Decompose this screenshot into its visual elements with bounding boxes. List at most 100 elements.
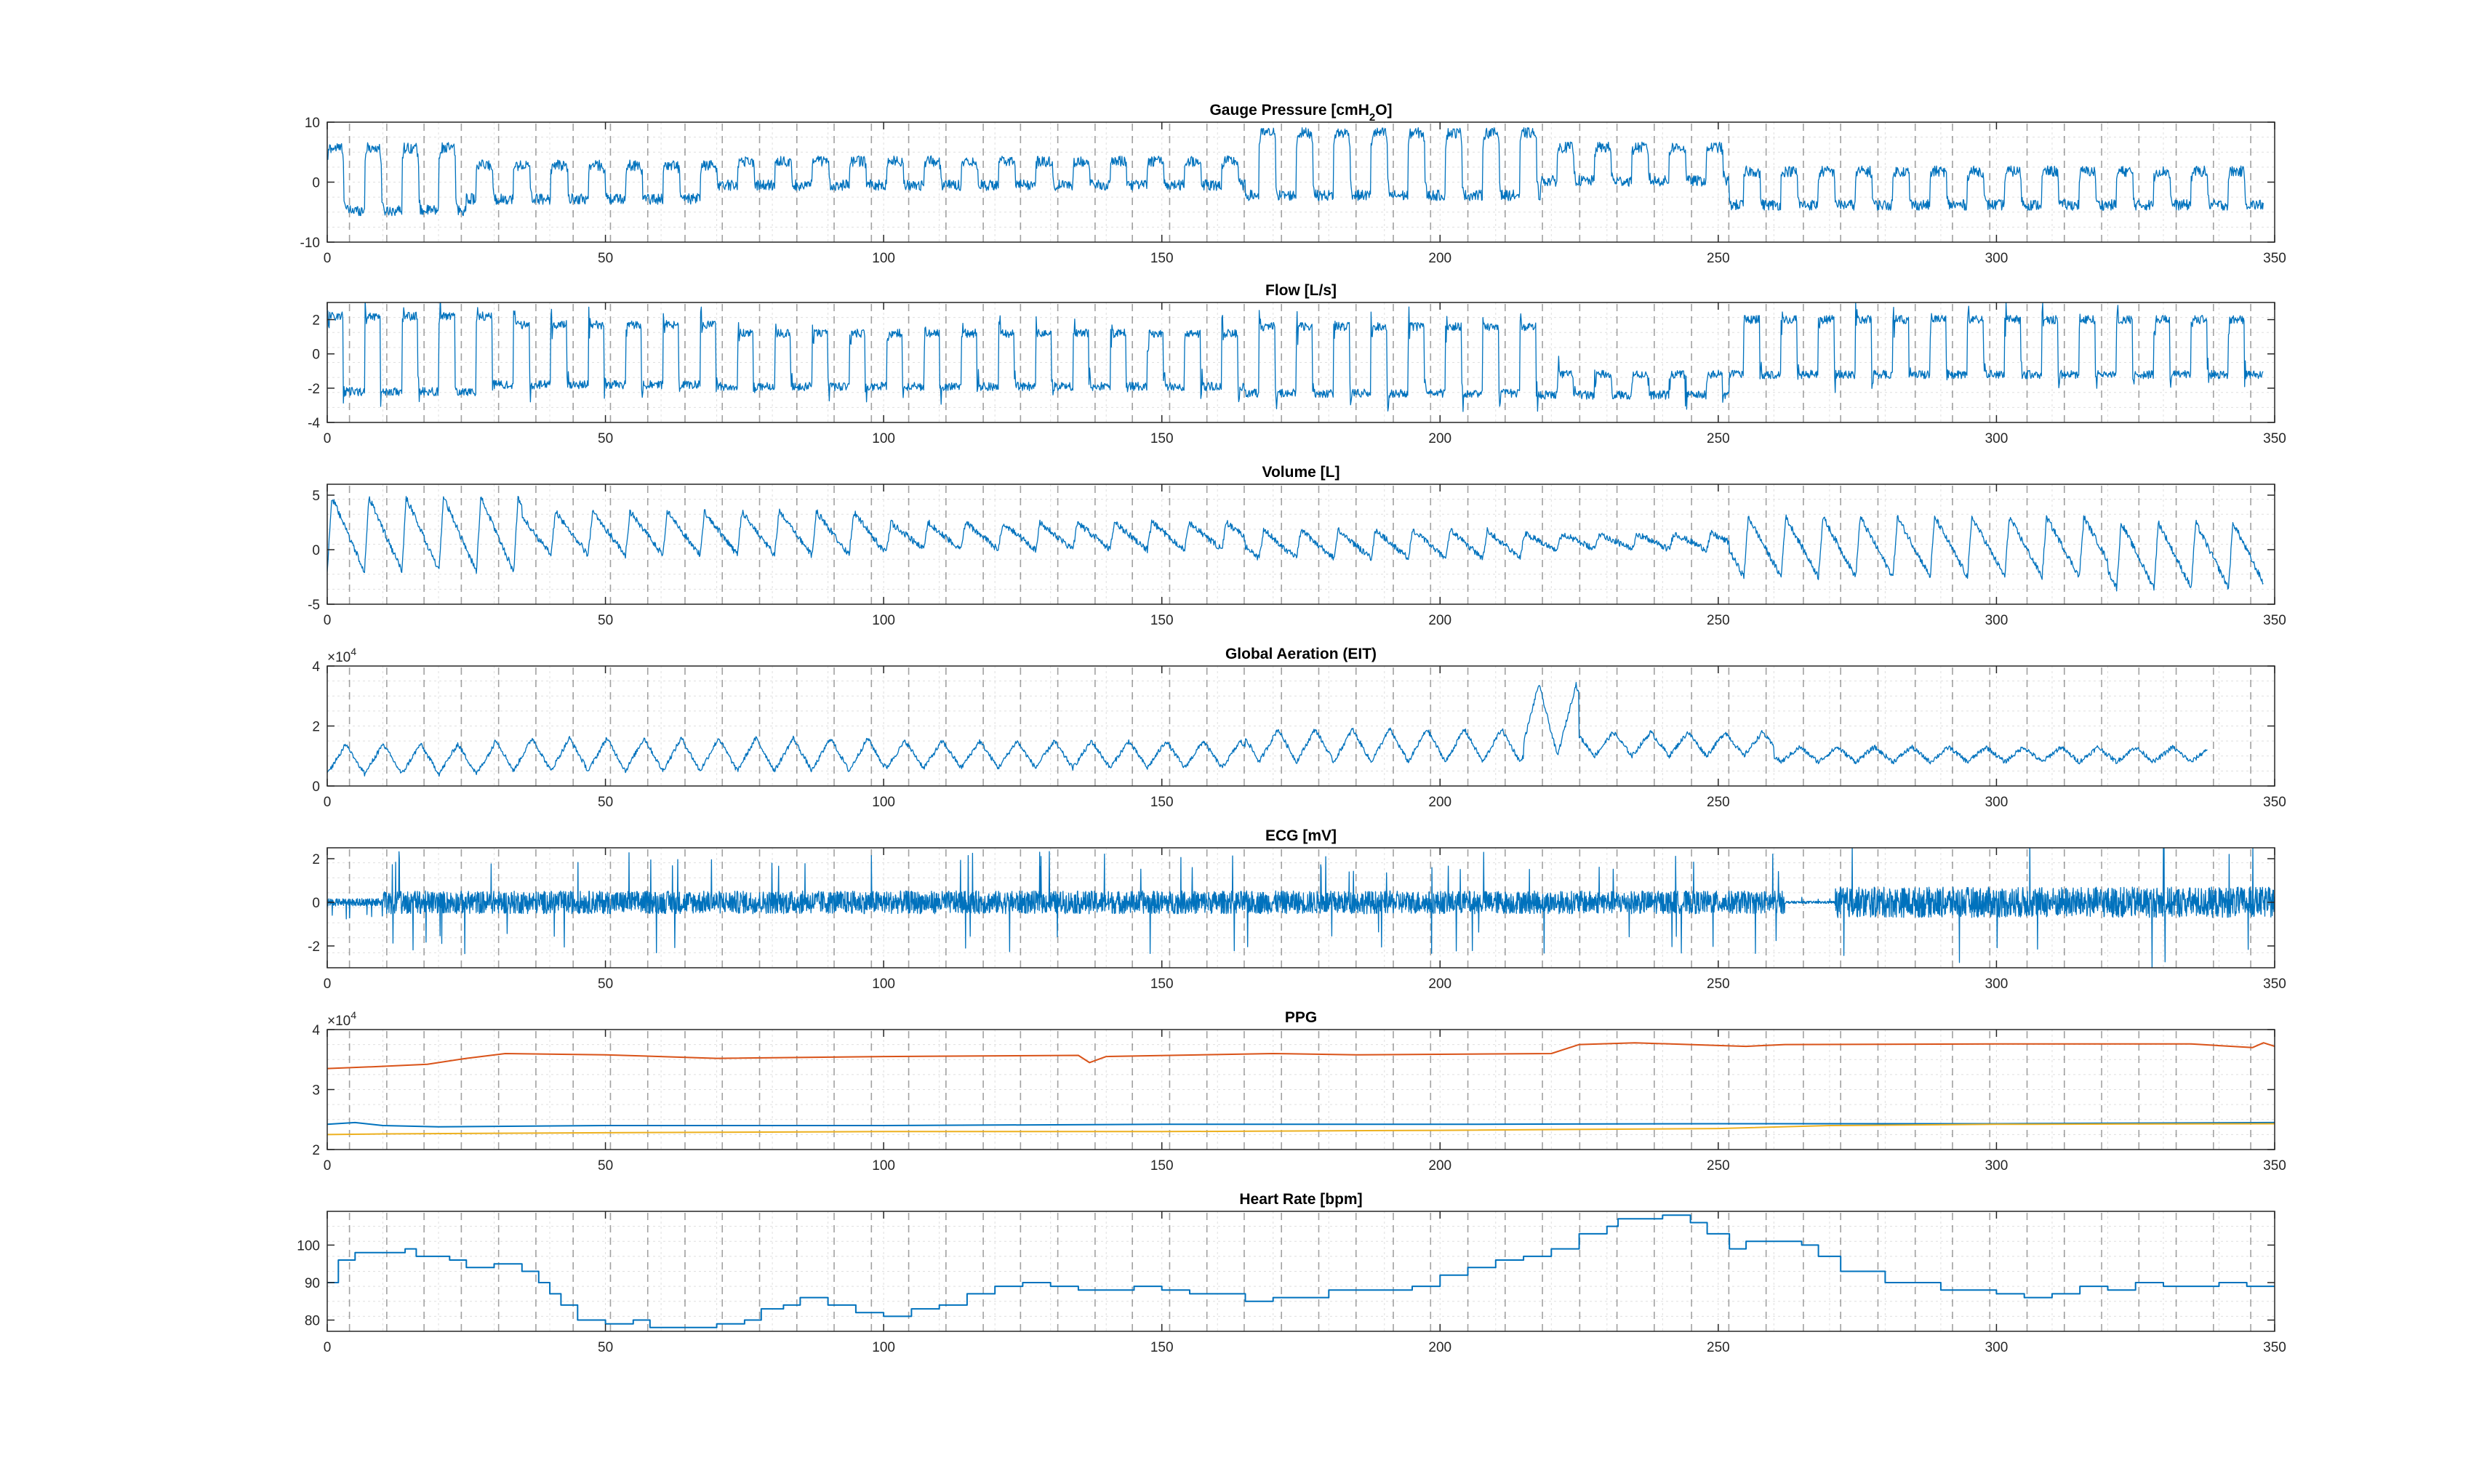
x-tick-label: 0 xyxy=(324,795,332,810)
grid xyxy=(327,484,2275,604)
x-tick-label: 250 xyxy=(1707,251,1730,266)
series-line-1 xyxy=(327,127,2264,217)
x-tick-label: 250 xyxy=(1707,613,1730,628)
x-tick-label: 50 xyxy=(598,613,613,628)
x-tick-label: 0 xyxy=(324,613,332,628)
axis-exponent: ×104 xyxy=(327,1010,356,1029)
axes-box xyxy=(327,1211,2275,1332)
plot-area xyxy=(327,127,2264,217)
y-tick-label: -4 xyxy=(308,416,320,431)
axes-box xyxy=(327,847,2275,968)
subplot-title: Volume [L] xyxy=(1262,464,1340,481)
x-tick-label: 350 xyxy=(2263,795,2286,810)
x-tick-label: 150 xyxy=(1150,1158,1174,1174)
x-tick-label: 150 xyxy=(1150,613,1174,628)
x-tick-label: 100 xyxy=(872,795,895,810)
grid xyxy=(327,848,2275,968)
x-tick-label: 300 xyxy=(1985,795,2009,810)
plot-area xyxy=(327,681,2208,777)
grid xyxy=(327,122,2275,242)
y-tick-label: 3 xyxy=(312,1083,320,1099)
x-tick-label: 100 xyxy=(872,1340,895,1355)
x-tick-label: 50 xyxy=(598,251,613,266)
x-tick-label: 300 xyxy=(1985,613,2009,628)
subplot-1: 0 50 100 150 200 250 300 350 -10 0 10 Gauge Pressur… xyxy=(300,102,2286,266)
y-tick-label: 0 xyxy=(312,896,320,911)
x-tick-label: 250 xyxy=(1707,976,1730,992)
x-tick-label: 100 xyxy=(872,976,895,992)
subplot-4: 0 50 100 150 200 250 300 350 0 2 4 ×104 Global Aerat… xyxy=(312,646,2286,810)
grid xyxy=(327,666,2275,786)
y-tick-label: 80 xyxy=(305,1314,320,1329)
x-tick-label: 150 xyxy=(1150,431,1174,446)
x-tick-label: 350 xyxy=(2263,613,2286,628)
y-tick-label: 0 xyxy=(312,348,320,363)
subplot-title: Heart Rate [bpm] xyxy=(1239,1191,1362,1208)
x-tick-label: 200 xyxy=(1428,1158,1451,1174)
subplot-title: Flow [L/s] xyxy=(1265,282,1337,299)
x-tick-label: 0 xyxy=(324,1340,332,1355)
x-tick-label: 150 xyxy=(1150,1340,1174,1355)
y-tick-label: 4 xyxy=(312,1023,320,1038)
series-line-1 xyxy=(327,848,2275,968)
x-tick-label: 300 xyxy=(1985,1340,2009,1355)
x-tick-label: 200 xyxy=(1428,613,1451,628)
plot-area xyxy=(327,495,2264,592)
y-tick-label: 2 xyxy=(312,852,320,867)
x-tick-label: 300 xyxy=(1985,976,2009,992)
x-tick-label: 100 xyxy=(872,1158,895,1174)
y-tick-label: 2 xyxy=(312,313,320,329)
x-tick-label: 350 xyxy=(2263,976,2286,992)
subplot-title: ECG [mV] xyxy=(1265,827,1337,844)
x-tick-label: 100 xyxy=(872,431,895,446)
x-tick-label: 50 xyxy=(598,1340,613,1355)
axes-box xyxy=(327,484,2275,605)
x-tick-label: 0 xyxy=(324,976,332,992)
x-tick-label: 50 xyxy=(598,976,613,992)
subplot-title: Global Aeration (EIT) xyxy=(1225,646,1377,662)
x-tick-label: 300 xyxy=(1985,431,2009,446)
y-tick-label: -2 xyxy=(308,939,320,955)
grid xyxy=(327,302,2275,422)
x-tick-label: 100 xyxy=(872,251,895,266)
x-tick-label: 350 xyxy=(2263,1158,2286,1174)
plot-area xyxy=(327,302,2264,412)
x-tick-label: 150 xyxy=(1150,251,1174,266)
subplot-7: 0 50 100 150 200 250 300 350 80 90 100 Heart Rate [… xyxy=(297,1191,2286,1355)
x-tick-label: 150 xyxy=(1150,795,1174,810)
x-tick-label: 150 xyxy=(1150,976,1174,992)
subplot-3: 0 50 100 150 200 250 300 350 -5 0 5 Volume [L] xyxy=(308,464,2286,628)
y-tick-label: 10 xyxy=(305,116,320,131)
x-tick-label: 100 xyxy=(872,613,895,628)
y-tick-label: 0 xyxy=(312,779,320,795)
x-tick-label: 300 xyxy=(1985,1158,2009,1174)
x-tick-label: 0 xyxy=(324,1158,332,1174)
subplot-title: PPG xyxy=(1285,1009,1317,1026)
y-tick-label: 100 xyxy=(297,1238,320,1254)
plot-area xyxy=(327,848,2275,968)
series-line-2 xyxy=(327,1121,2275,1128)
axes-box xyxy=(327,302,2275,423)
x-tick-label: 200 xyxy=(1428,251,1451,266)
x-tick-label: 200 xyxy=(1428,431,1451,446)
y-tick-label: 4 xyxy=(312,659,320,675)
subplot-2: 0 50 100 150 200 250 300 350 -4 -2 0 2 Flow [L/s] xyxy=(308,282,2286,446)
plot-area xyxy=(327,1214,2275,1328)
x-tick-label: 300 xyxy=(1985,251,2009,266)
x-tick-label: 50 xyxy=(598,431,613,446)
series-line-1 xyxy=(327,1042,2275,1070)
axis-exponent: ×104 xyxy=(327,646,356,665)
x-tick-label: 250 xyxy=(1707,795,1730,810)
subplot-5: 0 50 100 150 200 250 300 350 -2 0 2 ECG [mV] xyxy=(308,827,2286,992)
x-tick-label: 0 xyxy=(324,431,332,446)
plot-area xyxy=(327,1042,2275,1136)
y-tick-label: 90 xyxy=(305,1276,320,1291)
x-tick-label: 350 xyxy=(2263,431,2286,446)
y-tick-label: 0 xyxy=(312,176,320,191)
series-line-1 xyxy=(327,302,2264,412)
x-tick-label: 0 xyxy=(324,251,332,266)
x-tick-label: 50 xyxy=(598,795,613,810)
x-tick-label: 200 xyxy=(1428,976,1451,992)
x-tick-label: 200 xyxy=(1428,1340,1451,1355)
